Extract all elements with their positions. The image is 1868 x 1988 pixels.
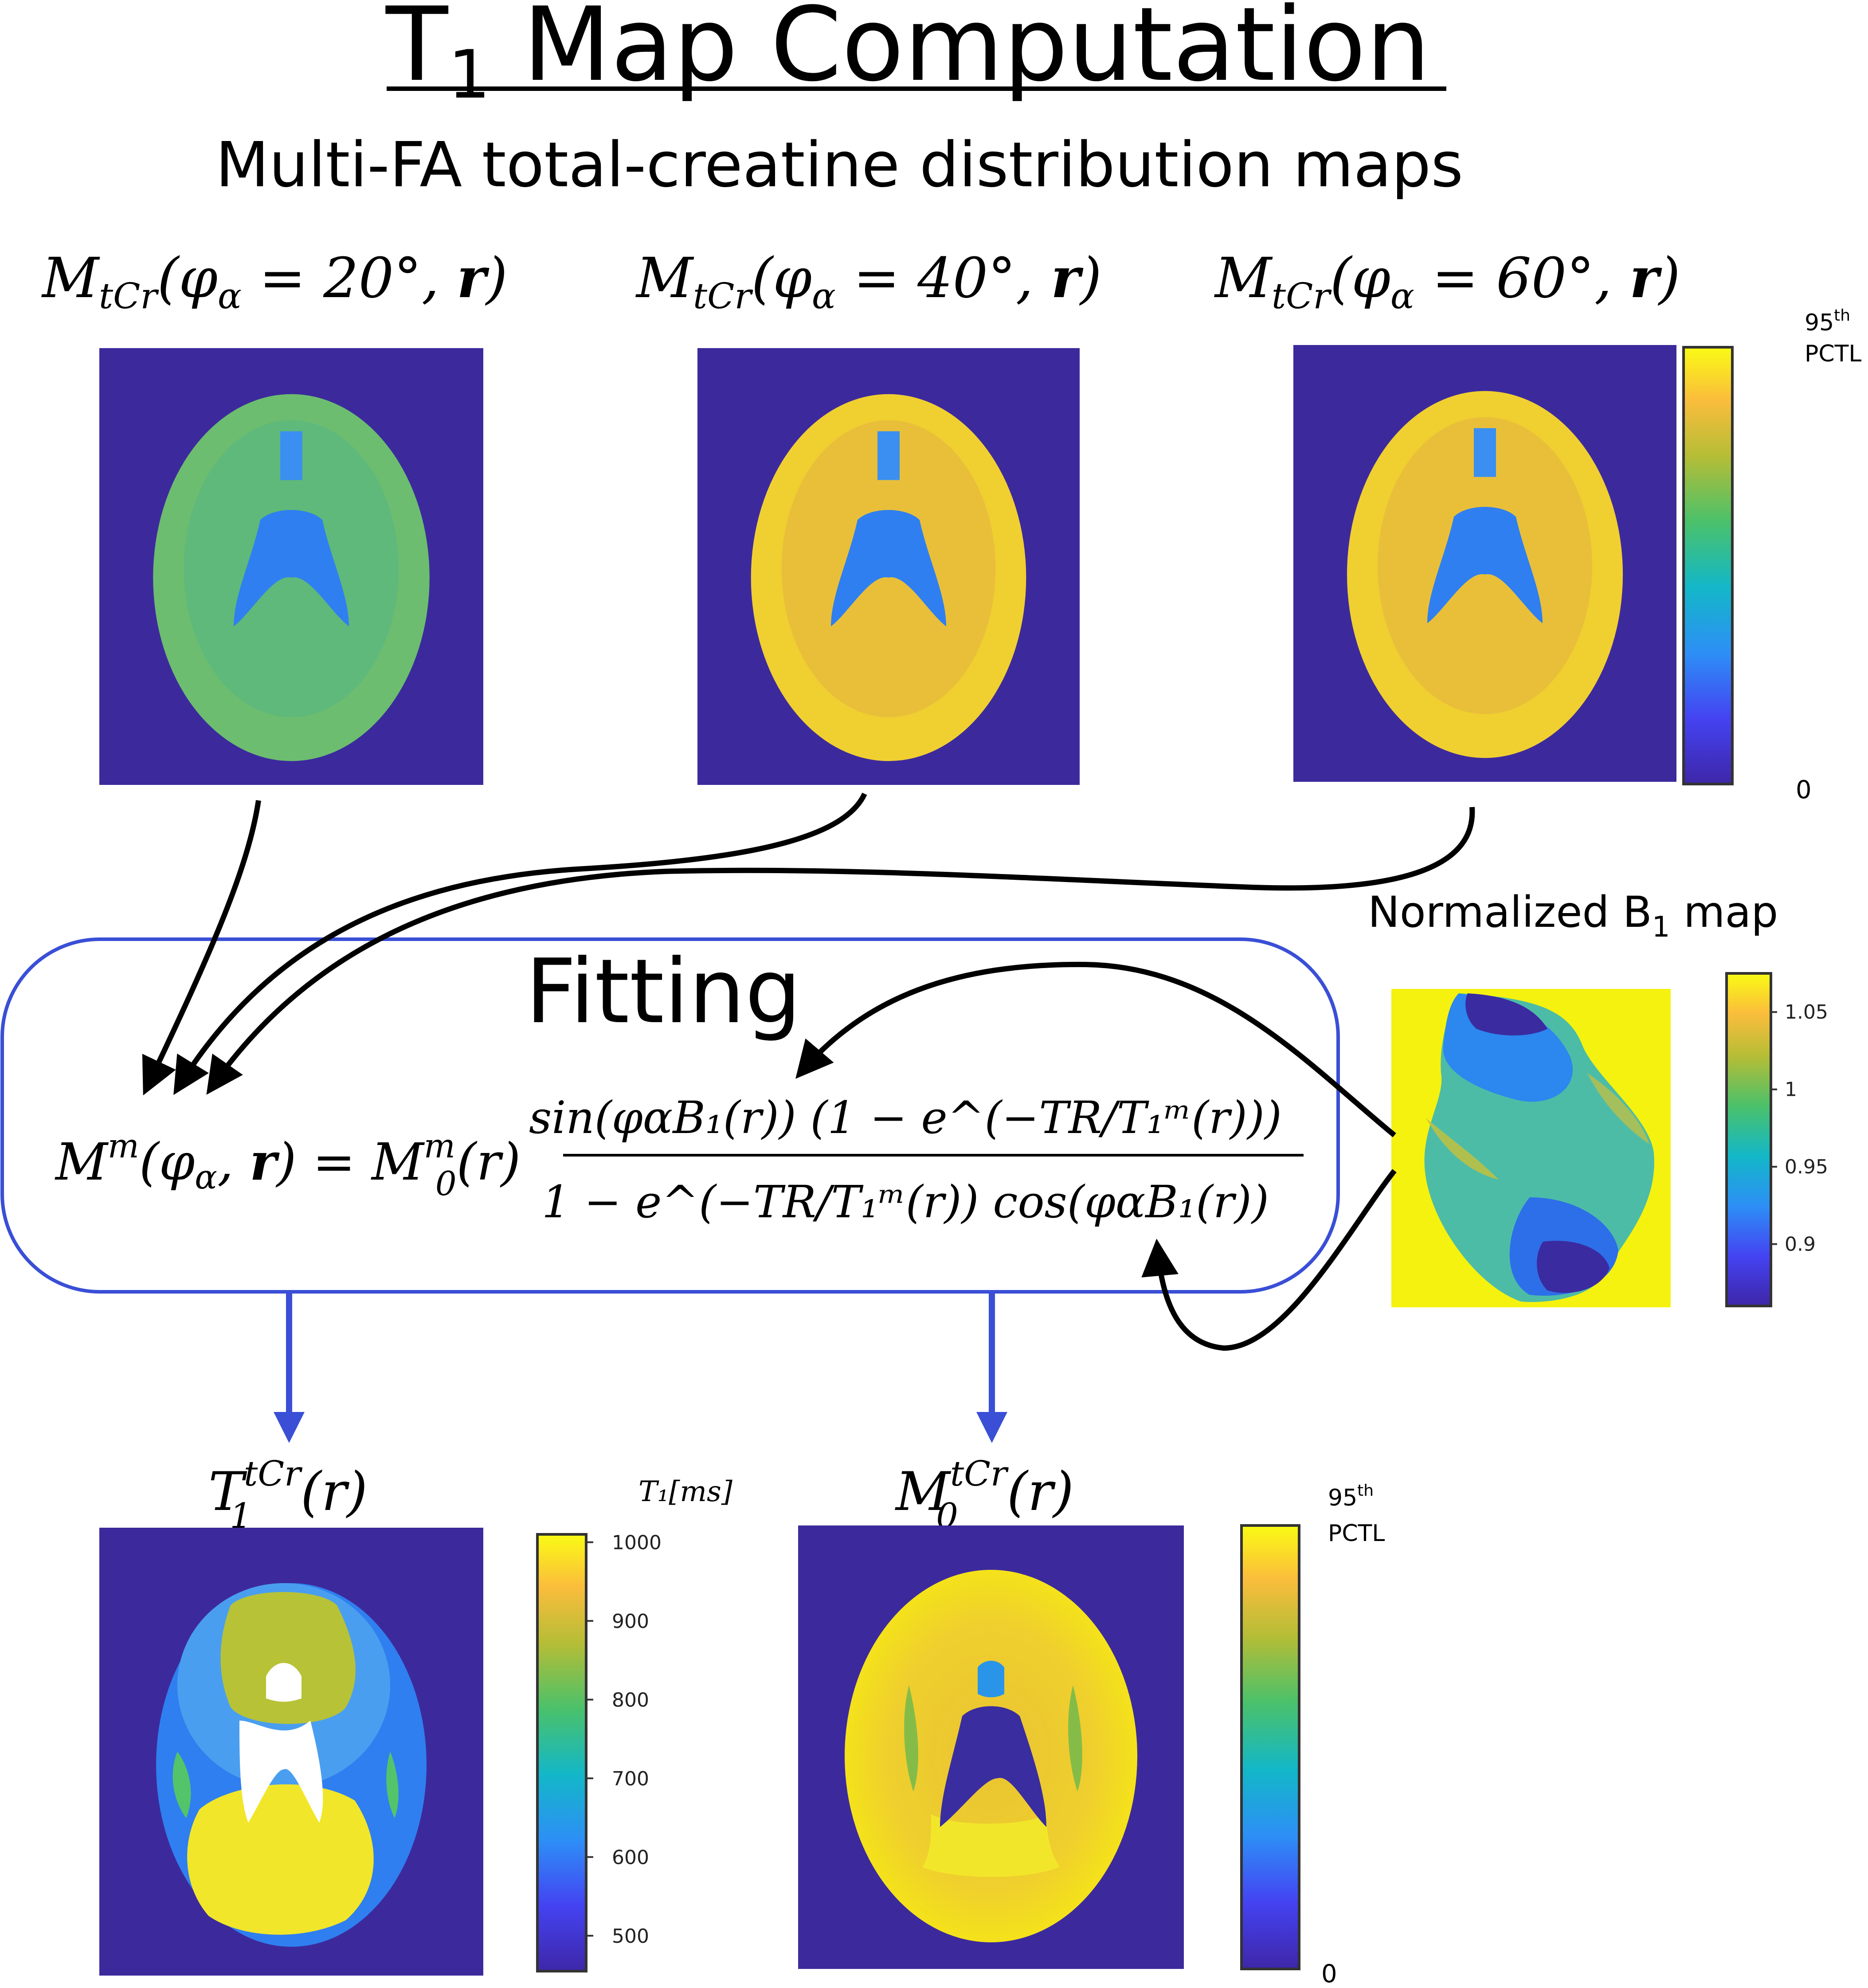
eq-lhs-r: r: [250, 1132, 280, 1192]
input-map-3-label-args: (φ: [1330, 246, 1391, 310]
eq-M0: M: [371, 1133, 425, 1192]
eq-numerator: sin(φαB₁(r)) (1 − e^(−TR/T₁ᵐ(r))): [529, 1092, 1282, 1144]
input-map-label-1: MtCr(φα = 20°, r): [41, 246, 508, 317]
input-map-1-label-args: (φ: [157, 246, 218, 310]
input-map-2-label-args: (φ: [752, 246, 812, 310]
input-colorbar-top-sup: th: [1834, 306, 1850, 325]
input-map-1-label-sub: tCr: [99, 275, 159, 317]
arrow-map3-to-fitting: [206, 807, 1475, 1095]
fitting-box: [0, 937, 1340, 1294]
eq-M0-sub: 0: [435, 1164, 457, 1203]
t1-label-lead: T: [208, 1461, 247, 1523]
subtitle: Multi-FA total-creatine distribution map…: [215, 129, 1463, 201]
input-colorbar-top-unit: PCTL: [1805, 341, 1861, 367]
input-map-1-label-r: r: [457, 246, 490, 310]
input-map-3-label-alpha: α: [1390, 275, 1414, 317]
m0-map-label: MtCr 0 (r): [895, 1454, 1074, 1536]
input-colorbar-bottom: 0: [1796, 776, 1812, 804]
svg-text:95th: 95th: [1328, 1482, 1374, 1511]
svg-text:95th: 95th: [1805, 306, 1850, 336]
t1-tick-label: 800: [612, 1689, 649, 1712]
eq-M0-sup: m: [424, 1126, 455, 1165]
input-map-2-label-sub: tCr: [693, 275, 753, 317]
b1-colorbar-gradient: [1725, 972, 1772, 1307]
input-map-label-3: MtCr(φα = 60°, r): [1214, 246, 1680, 317]
b1-title: Normalized B1 map: [1368, 887, 1778, 944]
t1-tick-label: 600: [612, 1847, 649, 1869]
input-map-3-label-lead: M: [1214, 246, 1273, 310]
t1-colorbar-gradient: [536, 1533, 587, 1972]
input-map-2-label-lead: M: [635, 246, 694, 310]
title: T1 Map Computation: [385, 0, 1446, 114]
b1-title-sub: 1: [1652, 911, 1670, 944]
input-colorbar: 95th PCTL 0: [1682, 306, 1861, 804]
eq-denominator: 1 − e^(−TR/T₁ᵐ(r)) cos(φαB₁(r)): [542, 1176, 1269, 1228]
t1-map-label: TtCr 1 (r): [208, 1454, 368, 1536]
input-colorbar-gradient: [1682, 346, 1734, 785]
eq-equals: =: [313, 1133, 355, 1192]
m0-map-image: [798, 1525, 1184, 1969]
fitting-equation: Mm(φα, r) = Mm 0(r) sin(φαB₁(r)) (1 − e^(…: [55, 1092, 1304, 1228]
arrow-b1-to-fitting-bottom: [1141, 1169, 1397, 1351]
arrow-map2-to-fitting: [173, 792, 867, 1095]
m0-label-r: (r): [1007, 1461, 1074, 1523]
b1-tick-label: 0.9: [1785, 1233, 1816, 1255]
output-arrows: [274, 1293, 1007, 1443]
eq-lhs-args: (φ: [139, 1133, 195, 1192]
eq-lhs-M: M: [55, 1133, 109, 1192]
input-map-1-label-lead: M: [41, 246, 100, 310]
b1-colorbar: 1.05 1 0.95 0.9: [1725, 972, 1828, 1307]
input-colorbar-top-num: 95: [1805, 310, 1834, 336]
b1-tick-label: 1.05: [1785, 1001, 1828, 1023]
t1-label-r: (r): [301, 1461, 368, 1523]
input-map-1-label-alpha: α: [218, 275, 242, 317]
arrow-b1-to-fitting-top: [795, 961, 1396, 1137]
t1-colorbar-unit: T₁[ms]: [638, 1475, 733, 1508]
eq-lhs-sup: m: [108, 1126, 139, 1165]
input-map-3-label-eq: = 60°,: [1414, 246, 1629, 310]
eq-M0-r: (r): [457, 1133, 521, 1192]
m0-colorbar-top-sup: th: [1357, 1482, 1374, 1500]
input-map-2-label-close: ): [1079, 246, 1102, 310]
t1-map-image: [99, 1528, 483, 1976]
input-map-2-label-alpha: α: [812, 275, 836, 317]
input-map-3-label-r: r: [1629, 246, 1662, 310]
svg-text:Mm(φα, r) = Mm0(r): Mm(φα, r) = Mm 0(r): [55, 1126, 521, 1203]
input-map-label-2: MtCr(φα = 40°, r): [635, 246, 1102, 317]
svg-text:T1 Map Computation: T1 Map Computation: [385, 0, 1430, 114]
m0-colorbar-bottom: 0: [1321, 1960, 1337, 1988]
input-map-image-2: [697, 348, 1080, 785]
input-map-1-label-close: ): [485, 246, 508, 310]
m0-label-lead: M: [895, 1461, 952, 1523]
input-map-3-label-close: ): [1657, 246, 1680, 310]
input-map-image-3: [1293, 345, 1676, 782]
t1-tick-label: 900: [612, 1610, 649, 1633]
b1-title-rest: map: [1670, 887, 1778, 937]
m0-colorbar: 95th PCTL 0: [1240, 1482, 1385, 1988]
b1-map-image: [1391, 989, 1671, 1307]
b1-title-main: Normalized B: [1368, 887, 1652, 937]
t1-tick-label: 1000: [612, 1532, 662, 1554]
t1-tick-label: 500: [612, 1925, 649, 1948]
m0-colorbar-top-unit: PCTL: [1328, 1520, 1385, 1547]
t1-colorbar: T₁[ms] 1000 900 800 700 600 500: [536, 1475, 733, 1972]
m0-label-sup: tCr: [950, 1454, 1009, 1494]
input-map-3-label-sub: tCr: [1272, 275, 1332, 317]
input-map-2-label-r: r: [1051, 246, 1084, 310]
b1-tick-label: 1: [1785, 1078, 1797, 1101]
input-arrows: [142, 792, 1475, 1351]
input-map-1-label-eq: = 20°,: [242, 246, 457, 310]
fitting-label: Fitting: [525, 940, 801, 1043]
b1-tick-label: 0.95: [1785, 1156, 1828, 1178]
t1-label-sup: tCr: [244, 1454, 303, 1494]
eq-lhs-alpha: α: [195, 1157, 217, 1196]
m0-colorbar-gradient: [1240, 1524, 1300, 1970]
t1-tick-label: 700: [612, 1768, 649, 1790]
input-map-image-1: [99, 348, 483, 785]
arrow-map1-to-fitting: [142, 800, 261, 1096]
m0-colorbar-top-num: 95: [1328, 1485, 1357, 1511]
input-map-2-label-eq: = 40°,: [836, 246, 1051, 310]
title-sub: 1: [448, 36, 490, 114]
